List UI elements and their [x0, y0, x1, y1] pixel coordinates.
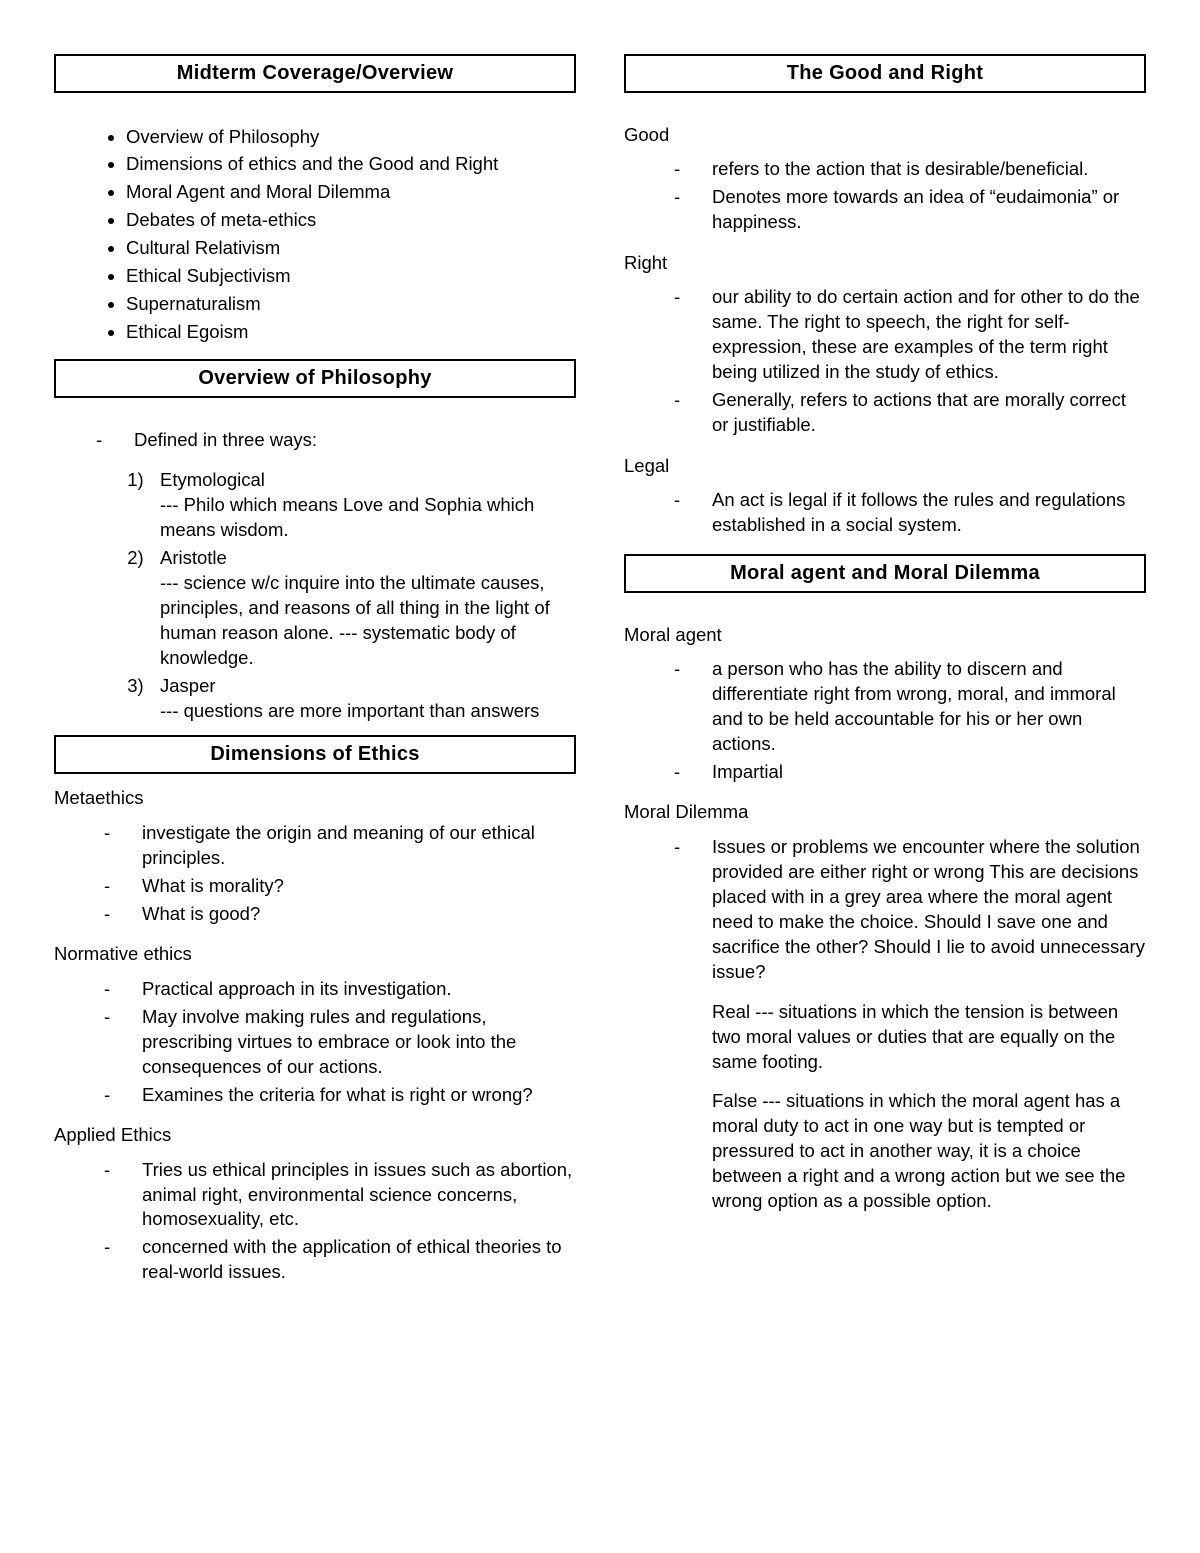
- list-item: Impartial: [674, 758, 1146, 786]
- real-dilemma-text: Real --- situations in which the tension…: [624, 1000, 1146, 1075]
- list-item: Dimensions of ethics and the Good and Ri…: [126, 151, 576, 179]
- subheading-moral-agent: Moral agent: [624, 623, 1146, 648]
- metaethics-list: investigate the origin and meaning of ou…: [54, 819, 576, 928]
- subheading-legal: Legal: [624, 454, 1146, 479]
- list-item: An act is legal if it follows the rules …: [674, 487, 1146, 540]
- list-item: Debates of meta-ethics: [126, 207, 576, 235]
- list-item: Generally, refers to actions that are mo…: [674, 387, 1146, 440]
- subheading-metaethics: Metaethics: [54, 786, 576, 811]
- list-item: Tries us ethical principles in issues su…: [104, 1156, 576, 1234]
- subheading-moral-dilemma: Moral Dilemma: [624, 800, 1146, 825]
- list-item: What is good?: [104, 900, 576, 928]
- list-item: a person who has the ability to discern …: [674, 656, 1146, 759]
- header-overview-philosophy: Overview of Philosophy: [54, 359, 576, 398]
- right-column: The Good and Right Good refers to the ac…: [624, 48, 1146, 1301]
- def-title: Etymological: [160, 469, 265, 490]
- right-list: our ability to do certain action and for…: [624, 284, 1146, 440]
- list-item: refers to the action that is desirable/b…: [674, 156, 1146, 184]
- list-item: Etymological --- Philo which means Love …: [154, 467, 576, 545]
- list-item: Examines the criteria for what is right …: [104, 1081, 576, 1109]
- def-title: Jasper: [160, 675, 216, 696]
- subheading-good: Good: [624, 123, 1146, 148]
- list-item: Supernaturalism: [126, 291, 576, 319]
- list-item: May involve making rules and regulations…: [104, 1003, 576, 1081]
- list-item: concerned with the application of ethica…: [104, 1234, 576, 1287]
- subheading-applied: Applied Ethics: [54, 1123, 576, 1148]
- list-item: Moral Agent and Moral Dilemma: [126, 179, 576, 207]
- list-item: our ability to do certain action and for…: [674, 284, 1146, 387]
- list-item: Denotes more towards an idea of “eudaimo…: [674, 184, 1146, 237]
- list-item: Cultural Relativism: [126, 235, 576, 263]
- applied-list: Tries us ethical principles in issues su…: [54, 1156, 576, 1287]
- left-column: Midterm Coverage/Overview Overview of Ph…: [54, 48, 576, 1301]
- false-dilemma-text: False --- situations in which the moral …: [624, 1089, 1146, 1214]
- legal-list: An act is legal if it follows the rules …: [624, 487, 1146, 540]
- list-item: Jasper --- questions are more important …: [154, 672, 576, 725]
- two-column-layout: Midterm Coverage/Overview Overview of Ph…: [54, 48, 1146, 1301]
- list-item: What is morality?: [104, 872, 576, 900]
- list-item: Ethical Subjectivism: [126, 263, 576, 291]
- header-midterm: Midterm Coverage/Overview: [54, 54, 576, 93]
- list-item: Practical approach in its investigation.: [104, 975, 576, 1003]
- def-body: --- science w/c inquire into the ultimat…: [160, 571, 576, 671]
- normative-list: Practical approach in its investigation.…: [54, 975, 576, 1109]
- header-dimensions-ethics: Dimensions of Ethics: [54, 735, 576, 774]
- subheading-normative: Normative ethics: [54, 942, 576, 967]
- list-item: Defined in three ways:: [96, 428, 576, 453]
- def-body: --- Philo which means Love and Sophia wh…: [160, 493, 576, 543]
- list-item: Overview of Philosophy: [126, 123, 576, 151]
- moral-dilemma-list: Issues or problems we encounter where th…: [624, 833, 1146, 986]
- header-moral-agent-dilemma: Moral agent and Moral Dilemma: [624, 554, 1146, 593]
- list-item: Issues or problems we encounter where th…: [674, 833, 1146, 986]
- header-good-right: The Good and Right: [624, 54, 1146, 93]
- def-body: --- questions are more important than an…: [160, 699, 576, 724]
- list-item: Aristotle --- science w/c inquire into t…: [154, 545, 576, 673]
- coverage-list: Overview of Philosophy Dimensions of eth…: [54, 123, 576, 347]
- def-title: Aristotle: [160, 547, 227, 568]
- defined-intro: Defined in three ways:: [54, 428, 576, 453]
- list-item: investigate the origin and meaning of ou…: [104, 819, 576, 872]
- list-item: Ethical Egoism: [126, 319, 576, 347]
- subheading-right: Right: [624, 251, 1146, 276]
- moral-agent-list: a person who has the ability to discern …: [624, 656, 1146, 787]
- definitions-list: Etymological --- Philo which means Love …: [54, 467, 576, 726]
- good-list: refers to the action that is desirable/b…: [624, 156, 1146, 237]
